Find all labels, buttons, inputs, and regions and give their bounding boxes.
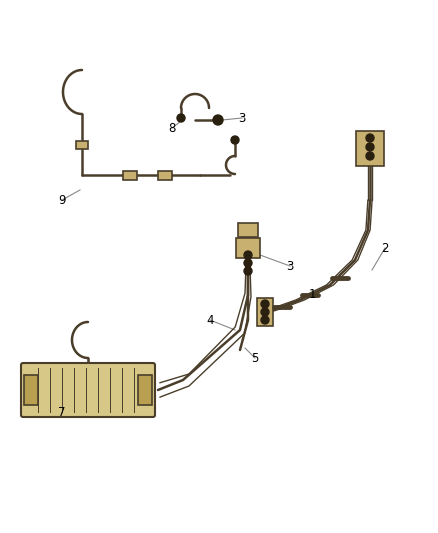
Text: 9: 9 [58, 193, 66, 206]
Circle shape [244, 251, 252, 259]
Circle shape [231, 136, 239, 144]
FancyBboxPatch shape [21, 363, 155, 417]
Bar [238, 223, 258, 237]
Bar [123, 171, 137, 180]
Text: 2: 2 [381, 241, 389, 254]
Bar [236, 238, 260, 258]
Text: 4: 4 [206, 313, 214, 327]
Circle shape [366, 143, 374, 151]
Text: 8: 8 [168, 122, 176, 134]
Text: 5: 5 [251, 351, 259, 365]
Circle shape [244, 259, 252, 267]
Bar [158, 171, 172, 180]
Bar [24, 375, 38, 405]
Circle shape [366, 134, 374, 142]
Circle shape [244, 267, 252, 275]
Circle shape [366, 152, 374, 160]
Text: 3: 3 [286, 260, 294, 272]
Bar [138, 375, 152, 405]
Text: 7: 7 [58, 406, 66, 418]
Text: 3: 3 [238, 111, 246, 125]
Circle shape [261, 308, 269, 316]
Circle shape [261, 300, 269, 308]
Bar [76, 141, 88, 149]
Bar [257, 298, 273, 326]
Circle shape [177, 114, 185, 122]
Text: 1: 1 [308, 288, 316, 302]
Circle shape [261, 316, 269, 324]
Bar [356, 131, 384, 166]
Circle shape [213, 115, 223, 125]
